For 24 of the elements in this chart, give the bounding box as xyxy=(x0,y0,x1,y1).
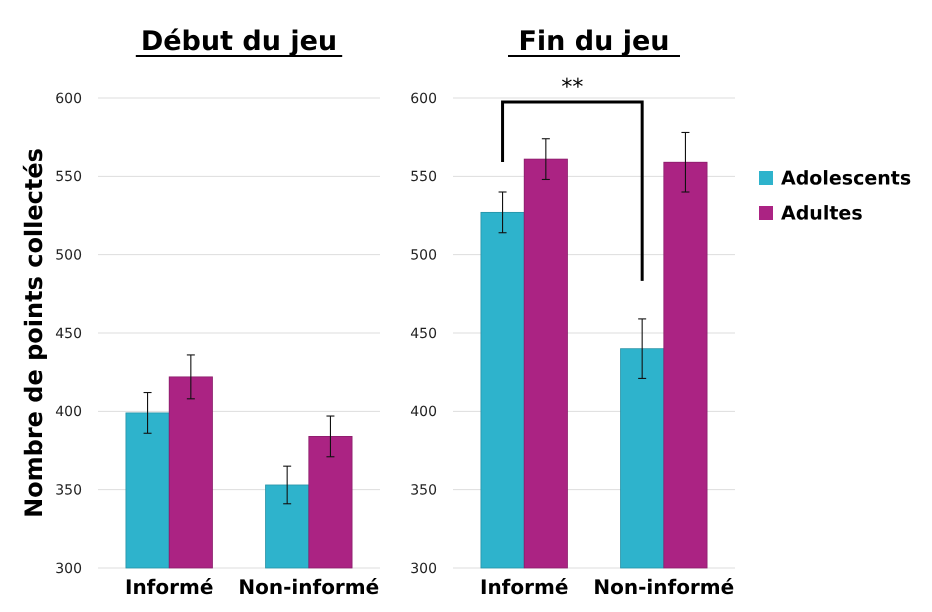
legend-label: Adolescents xyxy=(781,168,912,190)
y-tick-label: 350 xyxy=(55,482,82,499)
annotation: ** xyxy=(561,75,584,100)
y-tick-label: 550 xyxy=(55,169,82,186)
x-tick-label: Informé xyxy=(125,575,214,599)
y-axis-title: Nombre de points collectés xyxy=(20,148,48,518)
chart-title: Début du jeu xyxy=(140,26,338,57)
y-tick-label: 500 xyxy=(55,248,82,264)
legend-label: Adultes xyxy=(781,202,863,225)
y-tick-label: 450 xyxy=(410,326,437,342)
y-tick-label: 450 xyxy=(55,326,82,342)
y-tick-label: 400 xyxy=(55,404,82,420)
y-tick-label: 600 xyxy=(410,90,437,107)
chart-title: Fin du jeu xyxy=(518,26,670,57)
y-tick-label: 400 xyxy=(410,404,437,420)
x-tick-label: Non-informé xyxy=(593,575,734,599)
y-tick-label: 300 xyxy=(55,560,82,577)
y-tick-label: 550 xyxy=(410,169,437,186)
x-tick-label: Non-informé xyxy=(238,575,380,599)
y-tick-label: 600 xyxy=(55,90,82,107)
y-tick-label: 350 xyxy=(410,482,437,499)
y-tick-label: 300 xyxy=(410,560,437,577)
y-tick-label: 500 xyxy=(410,248,437,264)
x-tick-label: Informé xyxy=(480,575,568,599)
